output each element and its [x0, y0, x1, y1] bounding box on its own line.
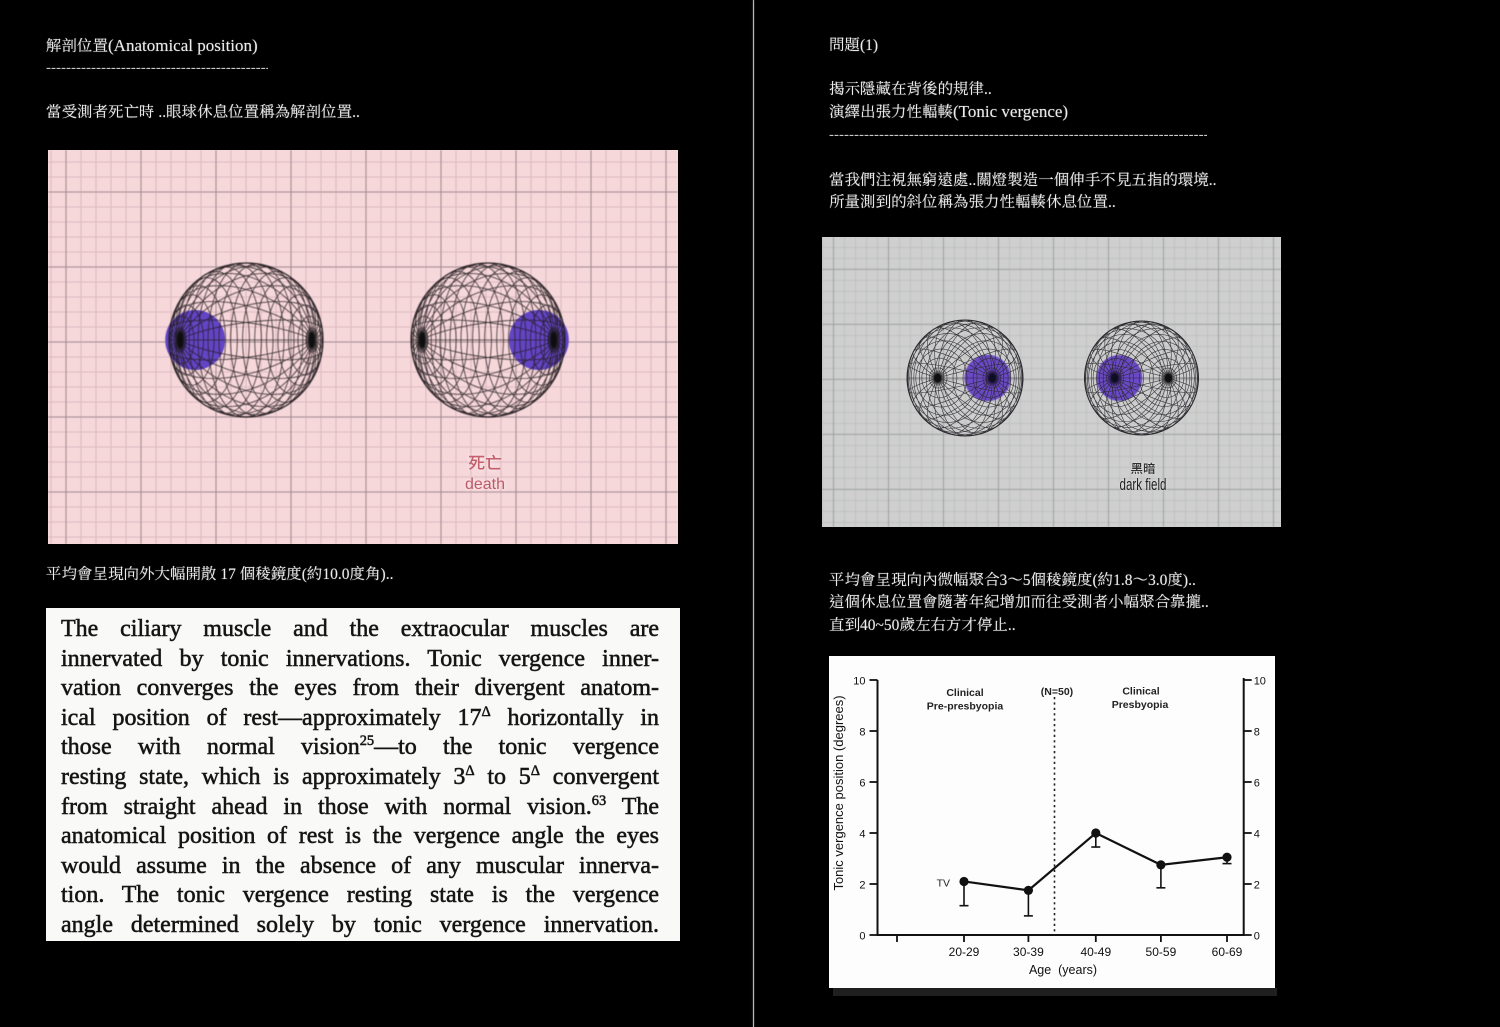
svg-text:Tonic vergence position (degre: Tonic vergence position (degrees): [831, 695, 846, 890]
svg-text:8: 8: [1254, 727, 1260, 739]
svg-text:0: 0: [859, 931, 865, 943]
svg-text:50-59: 50-59: [1146, 945, 1177, 959]
svg-text:60-69: 60-69: [1212, 945, 1243, 959]
svg-text:2: 2: [1254, 880, 1260, 892]
svg-text:40-49: 40-49: [1080, 945, 1111, 959]
svg-text:2: 2: [859, 880, 865, 892]
svg-text:6: 6: [859, 778, 865, 790]
svg-text:6: 6: [1254, 778, 1260, 790]
svg-text:4: 4: [1254, 829, 1260, 841]
svg-text:TV: TV: [937, 877, 950, 889]
svg-text:Clinical: Clinical: [946, 687, 983, 699]
svg-text:0: 0: [1254, 931, 1260, 943]
svg-text:10: 10: [853, 676, 865, 688]
svg-text:Age (years): Age (years): [1029, 963, 1097, 977]
svg-text:20-29: 20-29: [949, 945, 980, 959]
svg-text:10: 10: [1254, 676, 1266, 688]
svg-text:Pre-presbyopia: Pre-presbyopia: [927, 701, 1004, 713]
svg-text:30-39: 30-39: [1013, 945, 1044, 959]
svg-text:Clinical: Clinical: [1122, 686, 1159, 698]
svg-text:8: 8: [859, 727, 865, 739]
svg-text:4: 4: [859, 829, 865, 841]
svg-text:Presbyopia: Presbyopia: [1112, 699, 1169, 711]
svg-text:(N=50): (N=50): [1041, 686, 1073, 698]
